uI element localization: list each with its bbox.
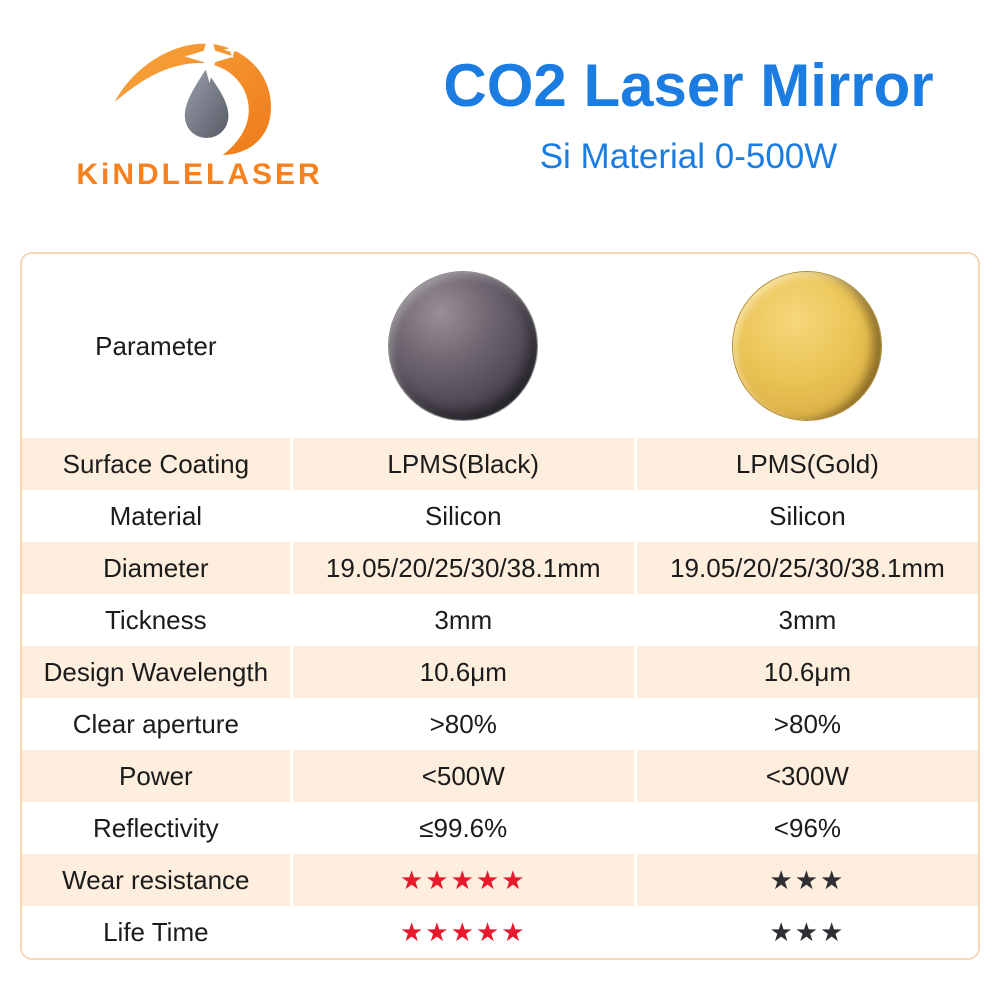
gold-value: Silicon [633, 490, 978, 542]
black-value: <500W [289, 750, 634, 802]
spec-row: Clear aperture >80% >80% [22, 698, 978, 750]
black-value: Silicon [289, 490, 634, 542]
row-label: Life Time [103, 916, 209, 947]
gold-value: LPMS(Gold) [633, 438, 978, 490]
row-label: Surface Coating [62, 448, 250, 479]
spec-row: Reflectivity ≤99.6% <96% [22, 802, 978, 854]
brand-name: KiNDLELASER [76, 158, 323, 191]
row-label: Tickness [105, 604, 207, 635]
spec-row: Power <500W <300W [22, 750, 978, 802]
row-label: Power [118, 760, 193, 791]
black-rating-stars: ★★★★★ [289, 906, 634, 958]
row-label: Design Wavelength [43, 656, 269, 687]
gold-mirror-image [733, 272, 882, 420]
gold-mirror-cell [633, 254, 978, 438]
spec-row: Surface Coating LPMS(Black) LPMS(Gold) [22, 438, 978, 490]
gold-value: 19.05/20/25/30/38.1mm [633, 542, 978, 594]
black-value: 10.6μm [289, 646, 634, 698]
gold-rating-stars: ★★★ [633, 854, 978, 906]
black-value: LPMS(Black) [289, 438, 634, 490]
product-image-row: Parameter [22, 254, 978, 438]
spec-row: Design Wavelength 10.6μm 10.6μm [22, 646, 978, 698]
spec-row: Tickness 3mm 3mm [22, 594, 978, 646]
gold-value: 3mm [633, 594, 978, 646]
title-block: CO2 Laser Mirror Si Material 0-500W [337, 28, 980, 177]
gold-value: >80% [633, 698, 978, 750]
row-label: Material [109, 500, 203, 531]
spec-row: Diameter 19.05/20/25/30/38.1mm 19.05/20/25… [22, 542, 978, 594]
spec-row: Wear resistance ★★★★★ ★★★ [22, 854, 978, 906]
black-value: ≤99.6% [289, 802, 634, 854]
comet-sparkle-icon [114, 29, 271, 156]
black-value: >80% [289, 698, 634, 750]
spec-table: Parameter Surface Coating LPMS(Black) LPMS… [20, 252, 980, 960]
gold-rating-stars: ★★★ [633, 906, 978, 958]
gold-value: 10.6μm [633, 646, 978, 698]
row-label: Diameter [103, 552, 209, 583]
gold-value: <96% [633, 802, 978, 854]
black-mirror-cell [289, 254, 634, 438]
page-title: CO2 Laser Mirror [443, 52, 934, 119]
header: KiNDLELASER CO2 Laser Mirror Si Material… [0, 0, 1000, 235]
black-rating-stars: ★★★★★ [289, 854, 634, 906]
row-label: Reflectivity [92, 812, 219, 843]
row-label: Clear aperture [72, 708, 239, 739]
gold-value: <300W [633, 750, 978, 802]
spec-rows: Surface Coating LPMS(Black) LPMS(Gold) Mate… [22, 438, 978, 958]
black-mirror-image [389, 272, 538, 420]
brand-logo: KiNDLELASER [62, 28, 337, 192]
parameter-header: Parameter [95, 330, 217, 361]
page-subtitle: Si Material 0-500W [539, 137, 838, 176]
black-value: 3mm [289, 594, 634, 646]
spec-row: Life Time ★★★★★ ★★★ [22, 906, 978, 958]
black-value: 19.05/20/25/30/38.1mm [289, 542, 634, 594]
row-label: Wear resistance [62, 864, 250, 895]
spec-row: Material Silicon Silicon [22, 490, 978, 542]
